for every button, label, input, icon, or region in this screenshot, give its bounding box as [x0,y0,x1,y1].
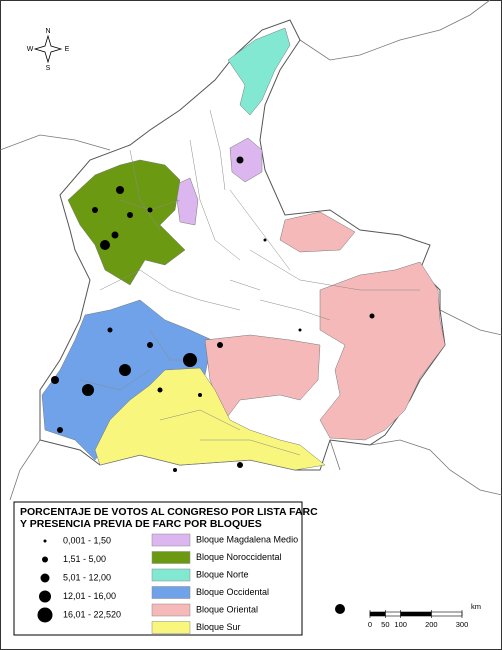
vote-dot [92,207,98,213]
legend-swatch [151,533,191,547]
vote-dot [82,384,94,396]
region-noroccidental [67,159,186,286]
legend-bloc: Bloque Noroccidental [196,552,282,562]
legend-title: PORCENTAJE DE VOTOS AL CONGRESO POR LIST… [20,506,318,518]
vote-dot [127,212,133,218]
vote-dot [183,353,197,367]
vote-dot [119,364,131,376]
legend-class: 1,51 - 5,00 [63,554,106,564]
scale-unit: km [471,602,481,611]
region-norte [227,27,291,116]
vote-dot [217,342,223,348]
legend-bloc: Bloque Oriental [196,604,258,614]
neighbour-borders [0,0,502,501]
vote-dot [147,342,153,348]
legend-bloc: Bloque Occidental [196,587,269,597]
vote-dot [173,468,177,472]
legend-swatch [151,586,191,599]
scale-bar: km 0 50 100 200 300 [368,602,481,629]
scale-label: 200 [425,620,438,629]
compass-w: W [27,46,34,53]
vote-dot [111,231,119,239]
vote-dot [298,328,302,332]
scale-segment [369,611,386,617]
region-magdalena-1 [229,137,263,183]
vote-dot [147,207,153,213]
legend-title: Y PRESENCIA PREVIA DE FARC POR BLOQUES [20,518,262,530]
legend-swatch [151,621,191,634]
region-sur [94,367,326,471]
vote-dot [157,387,163,393]
vote-dot [57,427,63,433]
legend-dot [40,573,50,583]
vote-dot [263,238,267,242]
legend-class: 0,001 - 1,50 [63,535,111,545]
legend-swatch [151,568,191,582]
scale-label: 50 [381,620,389,629]
vote-dots [51,156,375,614]
scale-segment [400,611,432,617]
vote-dot [237,462,243,468]
vote-dot [100,240,110,250]
scale-label: 100 [394,620,407,629]
vote-dot [116,186,124,194]
legend-bloc: Bloque Norte [196,569,249,579]
legend-class: 16,01 - 22,520 [63,609,121,619]
compass-rose [33,34,63,64]
compass: N S E W [27,28,70,72]
legend-dot [43,539,47,543]
legend-bloc: Bloque Magdalena Medio [196,534,298,544]
bloc-regions [41,27,446,471]
compass-n: N [45,28,50,35]
compass-s: S [46,65,51,72]
legend-dot [42,556,48,563]
scale-label: 0 [368,620,372,629]
vote-dot [107,327,113,333]
scale-label: 300 [456,620,469,629]
region-oriental-2 [319,261,446,441]
legend-swatch [151,551,191,564]
legend-dot [39,590,51,603]
legend-class: 5,01 - 12,00 [63,572,111,582]
compass-e: E [65,46,70,53]
legend-class: 12,01 - 16,00 [63,591,116,601]
vote-dot [51,376,59,384]
region-oriental-1 [279,211,356,253]
scale-segment [431,611,463,617]
vote-dot [335,604,345,614]
scale-segment [385,611,401,617]
vote-dot [236,156,244,164]
vote-dot [369,313,375,319]
region-magdalena-2 [174,177,199,226]
legend-bloc: Bloque Sur [196,622,241,632]
legend: PORCENTAJE DE VOTOS AL CONGRESO POR LIST… [13,501,318,636]
vote-dot [198,393,202,397]
legend-swatch [151,603,191,617]
legend-dot [37,607,53,623]
